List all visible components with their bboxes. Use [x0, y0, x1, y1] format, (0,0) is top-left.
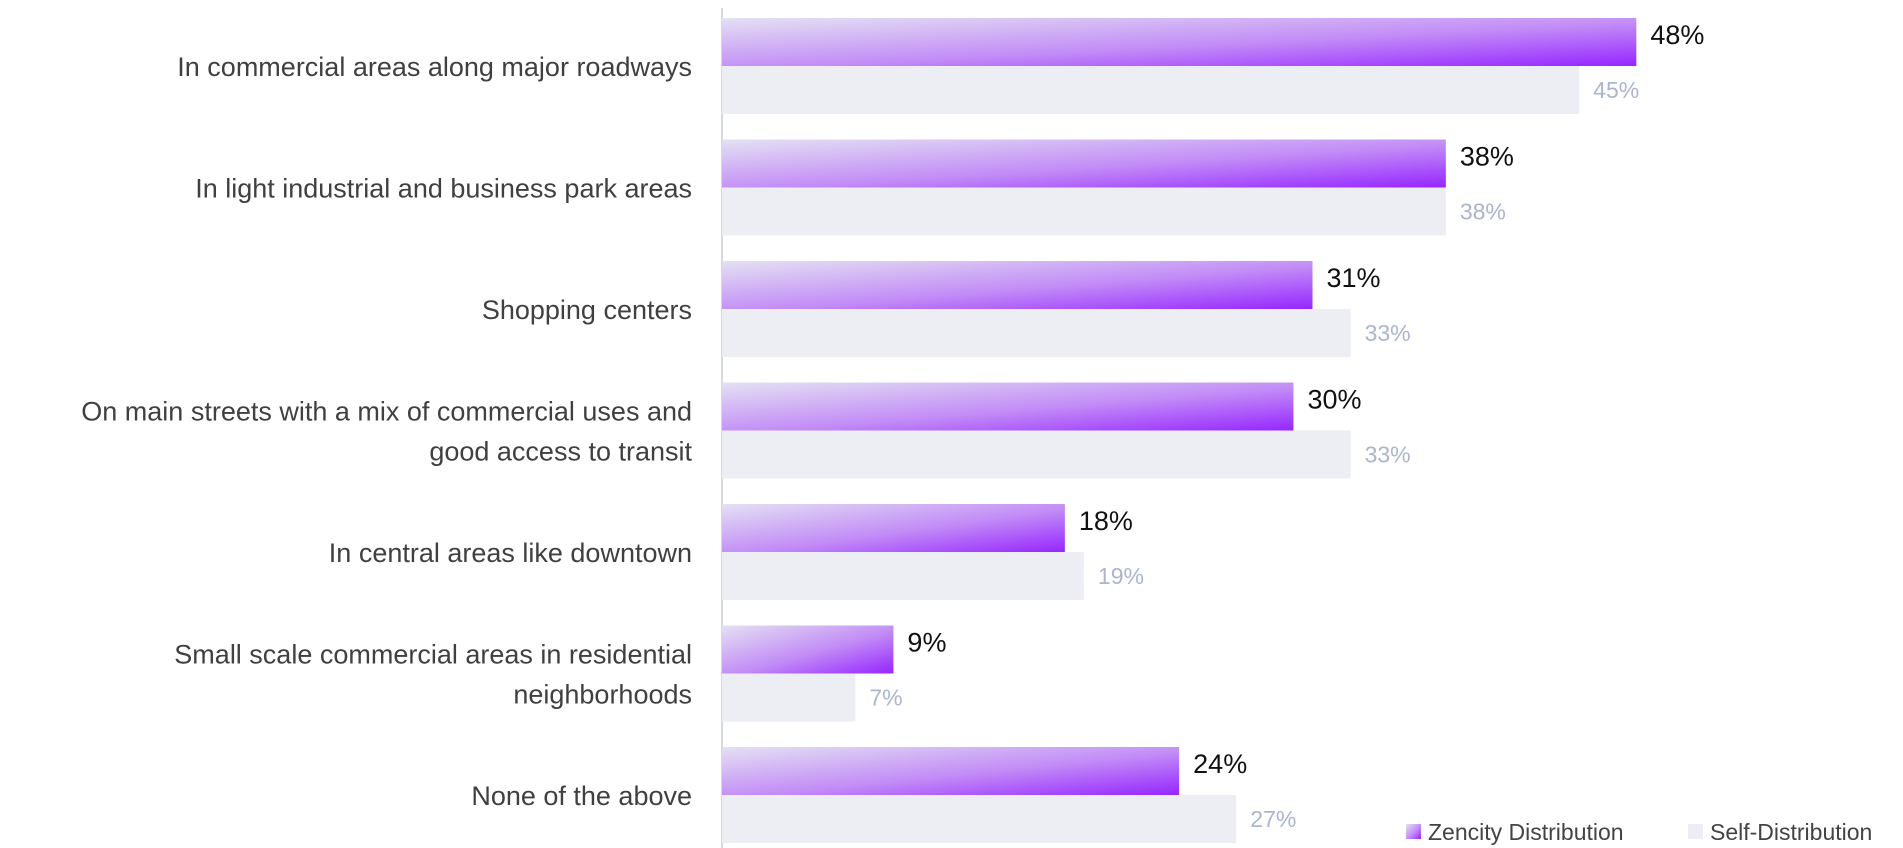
- legend: Zencity Distribution Self-Distribution: [1406, 819, 1872, 845]
- value-label-zencity: 38%: [1460, 142, 1514, 172]
- value-label-zencity: 30%: [1307, 385, 1361, 415]
- bar-zencity: [722, 139, 1446, 188]
- bar-self-distribution: [722, 552, 1084, 600]
- category-label: On main streets with a mix of commercial…: [81, 397, 692, 427]
- legend-swatch-zencity: [1406, 824, 1421, 839]
- bar-zencity: [722, 747, 1180, 795]
- category-label: In central areas like downtown: [329, 538, 692, 568]
- value-label-self-distribution: 19%: [1098, 563, 1144, 589]
- bar-zencity: [722, 625, 894, 674]
- category-label: Shopping centers: [482, 295, 692, 325]
- value-label-self-distribution: 38%: [1460, 199, 1506, 225]
- bar-zencity: [722, 504, 1065, 552]
- value-label-zencity: 48%: [1650, 20, 1704, 50]
- category-label: In light industrial and business park ar…: [195, 174, 692, 204]
- category-label: In commercial areas along major roadways: [177, 52, 692, 82]
- bar-self-distribution: [722, 430, 1351, 479]
- bar-zencity: [722, 261, 1313, 309]
- bar-self-distribution: [722, 795, 1237, 843]
- value-label-self-distribution: 27%: [1250, 806, 1296, 832]
- value-label-zencity: 24%: [1193, 749, 1247, 779]
- legend-label-self: Self-Distribution: [1710, 819, 1872, 845]
- category-label: None of the above: [471, 781, 692, 811]
- value-label-self-distribution: 7%: [869, 685, 902, 711]
- category-label: Small scale commercial areas in resident…: [174, 640, 692, 670]
- value-label-zencity: 31%: [1327, 263, 1381, 293]
- value-label-zencity: 9%: [907, 628, 946, 658]
- bar-self-distribution: [722, 309, 1351, 357]
- category-label: good access to transit: [429, 437, 692, 467]
- value-label-self-distribution: 33%: [1365, 320, 1411, 346]
- value-label-self-distribution: 33%: [1365, 442, 1411, 468]
- bar-zencity: [722, 18, 1637, 66]
- bar-self-distribution: [722, 673, 856, 722]
- bar-self-distribution: [722, 187, 1446, 236]
- legend-label-zencity: Zencity Distribution: [1428, 819, 1624, 845]
- bars: [722, 18, 1637, 843]
- value-label-zencity: 18%: [1079, 506, 1133, 536]
- value-labels: 48% 45% 38% 38% 31% 33% 30% 33% 18% 19% 9% 7% 24% 27%: [869, 20, 1704, 832]
- category-labels: In commercial areas along major roadways…: [81, 52, 692, 811]
- value-label-self-distribution: 45%: [1593, 77, 1639, 103]
- legend-swatch-self: [1688, 824, 1703, 839]
- bar-zencity: [722, 382, 1294, 431]
- bar-self-distribution: [722, 66, 1580, 114]
- category-label: neighborhoods: [513, 680, 692, 710]
